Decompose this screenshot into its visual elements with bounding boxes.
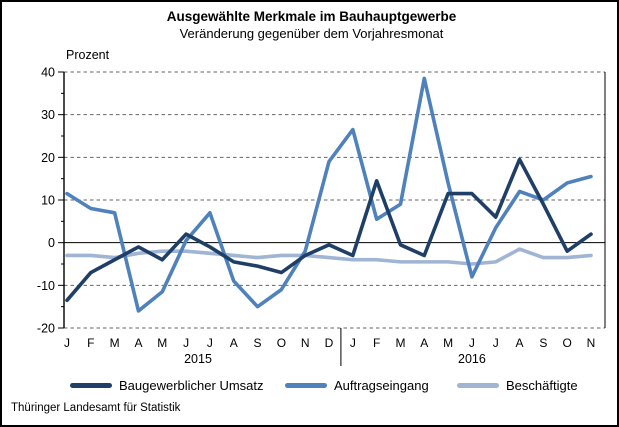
x-month-label-18: J xyxy=(493,336,499,350)
x-month-label-11: D xyxy=(325,336,334,350)
x-month-label-19: A xyxy=(516,336,524,350)
y-axis-label-30: 30 xyxy=(41,108,55,122)
x-month-label-7: A xyxy=(230,336,238,350)
x-month-label-15: A xyxy=(420,336,428,350)
y-axis-label--20: -20 xyxy=(37,322,55,336)
legend-swatch-auftragseingang xyxy=(285,383,327,388)
source-attribution: Thüringer Landesamt für Statistik xyxy=(11,402,181,414)
year-label-2015: 2015 xyxy=(184,352,212,366)
legend-label-auftragseingang: Auftragseingang xyxy=(334,378,429,393)
year-label-2016: 2016 xyxy=(458,352,486,366)
x-month-label-2: M xyxy=(110,336,120,350)
y-axis-unit-label: Prozent xyxy=(66,48,110,62)
x-month-label-10: N xyxy=(301,336,310,350)
x-month-label-13: F xyxy=(373,336,380,350)
x-month-label-21: O xyxy=(563,336,572,350)
legend-item-beschaeftigte: Beschäftigte xyxy=(457,377,578,394)
x-month-label-22: N xyxy=(587,336,596,350)
legend-swatch-umsatz xyxy=(70,383,112,388)
y-axis-label-0: 0 xyxy=(48,236,55,250)
legend-swatch-beschaeftigte xyxy=(457,383,499,388)
x-month-label-12: J xyxy=(350,336,356,350)
chart-title: Ausgewählte Merkmale im Bauhauptgewerbe xyxy=(166,9,457,24)
x-month-label-17: J xyxy=(469,336,475,350)
x-month-label-0: J xyxy=(64,336,70,350)
x-month-label-8: S xyxy=(254,336,262,350)
x-month-label-3: A xyxy=(134,336,142,350)
x-month-label-4: M xyxy=(157,336,167,350)
y-axis-label-40: 40 xyxy=(41,66,55,80)
y-axis-label-20: 20 xyxy=(41,151,55,165)
y-axis-label--10: -10 xyxy=(37,279,55,293)
x-month-label-16: M xyxy=(443,336,453,350)
x-month-label-1: F xyxy=(87,336,94,350)
x-month-label-5: J xyxy=(183,336,189,350)
series-line-2 xyxy=(65,247,593,266)
legend-item-baugewerblicher-umsatz: Baugewerblicher Umsatz xyxy=(70,377,264,394)
x-month-label-6: J xyxy=(207,336,213,350)
series-line-0 xyxy=(65,157,593,303)
legend-item-auftragseingang: Auftragseingang xyxy=(285,377,429,394)
series-line-1 xyxy=(65,76,593,313)
legend-label-umsatz: Baugewerblicher Umsatz xyxy=(119,378,264,393)
x-month-label-20: S xyxy=(539,336,547,350)
legend-label-beschaeftigte: Beschäftigte xyxy=(506,378,578,393)
x-month-label-14: M xyxy=(395,336,405,350)
x-month-label-9: O xyxy=(277,336,286,350)
chart-subtitle: Veränderung gegenüber dem Vorjahresmonat xyxy=(179,26,444,41)
y-axis-label-10: 10 xyxy=(41,194,55,208)
